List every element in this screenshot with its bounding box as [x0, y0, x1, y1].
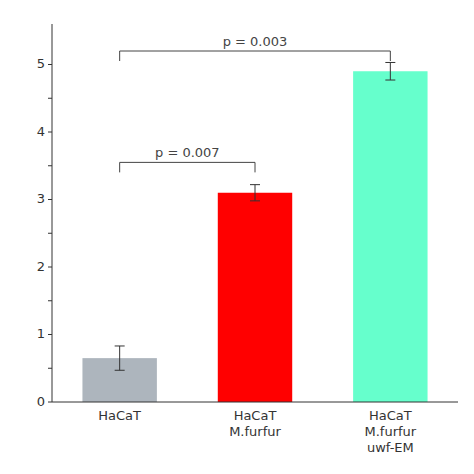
y-tick	[48, 267, 52, 268]
error-bar	[115, 346, 125, 370]
y-tick	[48, 334, 52, 335]
y-tick-label: 4	[37, 124, 45, 139]
bracket	[120, 51, 391, 61]
bar	[218, 193, 292, 402]
error-bar	[250, 185, 260, 201]
chart: 0 1 2 3 4 5 HaCaT HaCaTM.furfur HaCaTM.furfuruwf…	[0, 0, 474, 474]
bars	[82, 62, 427, 402]
x-tick-label: HaCaTM.furfur	[229, 408, 281, 439]
bar	[353, 71, 427, 402]
y-tick	[48, 300, 52, 301]
y-tick	[48, 64, 52, 65]
bracket	[120, 162, 255, 172]
y-tick	[48, 165, 52, 166]
y-tick	[48, 402, 52, 403]
y-tick	[48, 132, 52, 133]
bracket-label: p = 0.003	[223, 34, 288, 49]
y-tick-label: 0	[37, 394, 45, 409]
x-tick-label: HaCaT	[98, 408, 141, 423]
y-tick-label: 5	[37, 56, 45, 71]
y-tick	[48, 98, 52, 99]
y-tick-label: 3	[37, 191, 45, 206]
y-tick-label: 1	[37, 326, 45, 341]
y-tick-label: 2	[37, 259, 45, 274]
x-axis	[52, 402, 458, 403]
x-tick-label: HaCaTM.furfuruwf-EM	[364, 408, 416, 455]
y-tick	[48, 233, 52, 234]
bracket-label: p = 0.007	[155, 145, 220, 160]
y-axis	[52, 24, 53, 402]
y-tick	[48, 199, 52, 200]
error-bar	[385, 62, 395, 80]
y-tick	[48, 368, 52, 369]
